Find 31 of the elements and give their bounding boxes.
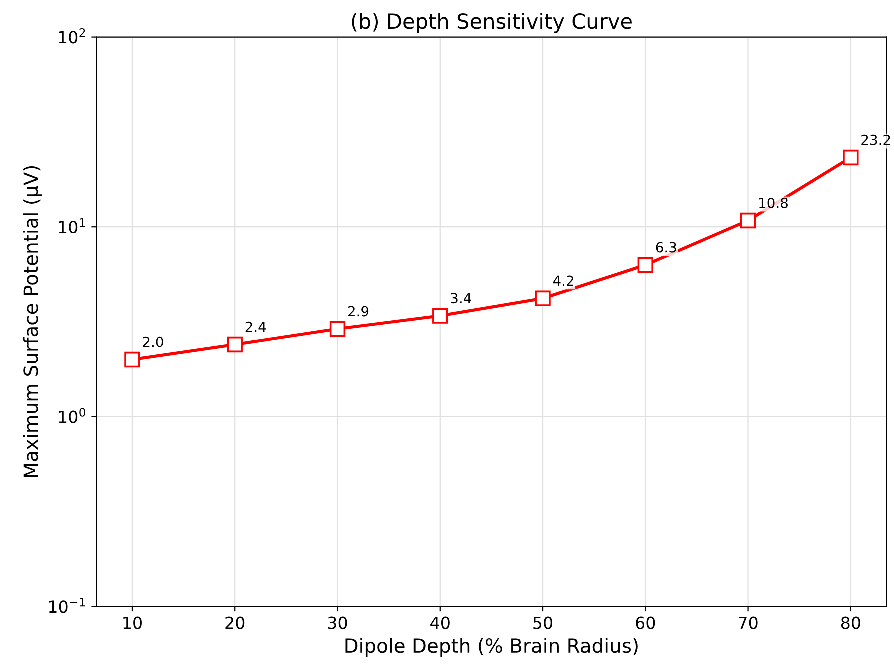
point <box>124 352 140 368</box>
x-tick-label: 40 <box>430 616 450 630</box>
point <box>843 150 859 166</box>
y-tick-label: 10$^{1}$ <box>59 218 86 234</box>
x-tick-label: 30 <box>328 616 348 630</box>
point <box>740 212 756 229</box>
data-label: 10.8 <box>760 198 788 208</box>
point <box>227 336 243 353</box>
point <box>330 321 346 337</box>
y-axis-title: Maximum Surface Potential (µV) <box>23 166 42 478</box>
point <box>638 257 654 274</box>
point <box>432 308 448 324</box>
chart-title: (b) Depth Sensitivity Curve <box>352 13 632 34</box>
data-label: 2.9 <box>348 306 369 317</box>
x-tick-label: 60 <box>636 616 656 630</box>
x-tick-label: 80 <box>841 616 860 630</box>
point <box>535 290 551 306</box>
data-label: 2.4 <box>246 322 266 332</box>
y-tick-label: 10$^{−1}$ <box>49 598 86 614</box>
data-label: 6.3 <box>656 242 676 253</box>
data-label: 23.2 <box>862 134 890 146</box>
x-tick-label: 70 <box>739 616 758 630</box>
y-tick-label: 10$^{0}$ <box>59 408 86 424</box>
data-label: 4.2 <box>553 276 574 286</box>
data-label: 3.4 <box>451 293 472 304</box>
data-label: 2.0 <box>143 336 164 348</box>
x-axis-title: Dipole Depth (% Brain Radius) <box>346 638 638 657</box>
x-tick-label: 50 <box>534 616 553 630</box>
x-tick-label: 10 <box>124 616 142 630</box>
x-tick-label: 20 <box>226 616 245 630</box>
y-tick-label: 10$^{2}$ <box>59 28 86 44</box>
